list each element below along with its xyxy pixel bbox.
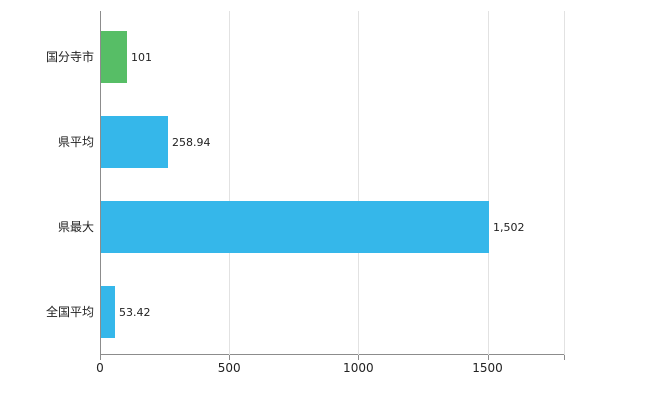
gridline — [358, 11, 360, 355]
category-label: 全国平均 — [45, 305, 94, 319]
bar — [101, 31, 127, 83]
y-axis-line — [100, 11, 101, 355]
x-tick-mark — [487, 355, 489, 360]
bar-value-label: 101 — [131, 51, 152, 64]
x-tick-mark — [229, 355, 231, 360]
bar — [101, 286, 115, 338]
x-tick-label: 500 — [217, 361, 241, 375]
x-tick-mark — [358, 355, 360, 360]
gridline — [487, 11, 489, 355]
x-tick-label: 1000 — [343, 361, 374, 375]
bar-value-label: 258.94 — [172, 136, 211, 149]
x-tick-label: 1500 — [472, 361, 503, 375]
x-tick-mark — [564, 355, 565, 360]
bar — [101, 116, 168, 168]
bar-value-label: 1,502 — [493, 221, 525, 234]
category-label: 県最大 — [57, 220, 94, 234]
gridline — [229, 11, 231, 355]
category-label: 国分寺市 — [45, 50, 94, 64]
plot-area: 101 258.94 1,502 53.42 — [100, 11, 565, 360]
x-tick-mark — [100, 355, 101, 360]
category-label: 県平均 — [57, 135, 94, 149]
bar-value-label: 53.42 — [119, 306, 151, 319]
plot-right-border — [564, 11, 565, 355]
bar — [101, 201, 489, 253]
x-axis-line — [100, 354, 565, 355]
x-tick-label: 0 — [96, 361, 104, 375]
